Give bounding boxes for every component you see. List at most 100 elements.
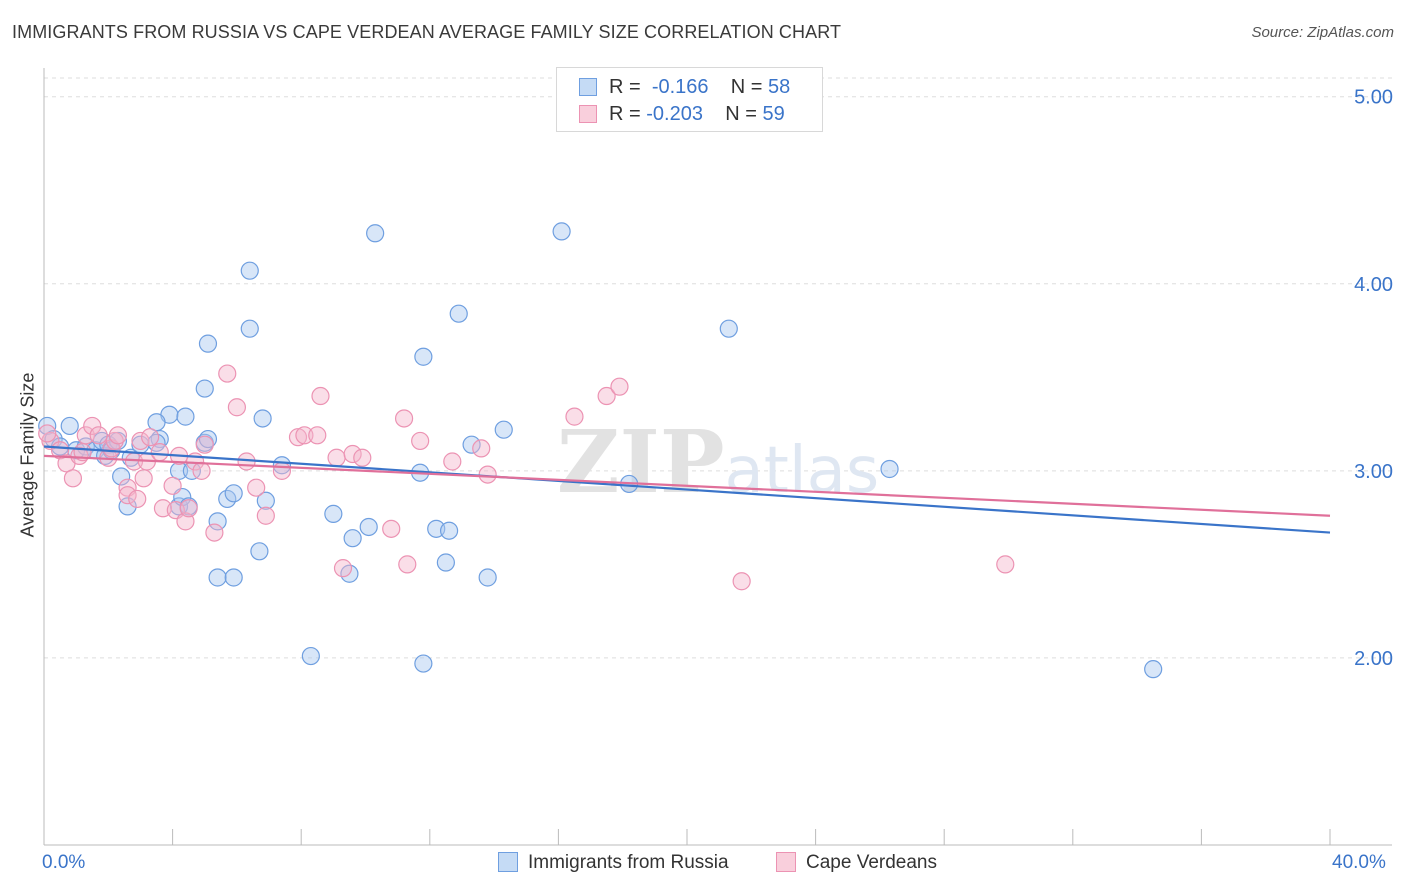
russia-point-30 (198, 334, 218, 353)
cape-verdean-point-55 (996, 555, 1015, 574)
russia-point-33 (208, 568, 227, 587)
russia-point-44 (343, 529, 362, 548)
russia-point-46 (359, 517, 378, 537)
cape-verdean-point-43 (353, 448, 372, 467)
cape-verdean-point-51 (565, 407, 584, 426)
russia-point-48 (414, 654, 433, 673)
cape-verdean-point-42 (343, 444, 362, 464)
russia-point-54 (462, 435, 481, 454)
cape-verdean-point-1 (50, 441, 70, 460)
russia-point-55 (478, 568, 497, 587)
russia-point-35 (224, 568, 243, 587)
cape-verdean-point-30 (218, 364, 237, 383)
y-tick-label-3: 5.00 (1354, 87, 1393, 109)
legend-r-label-2: R = (609, 103, 641, 125)
legend-n-label-1: N = (730, 76, 763, 98)
cape-verdean-point-52 (597, 386, 616, 406)
cape-verdean-point-25 (179, 499, 198, 518)
cape-verdean-point-41 (333, 559, 353, 578)
source-label: Source: ZipAtlas.com (1251, 24, 1394, 41)
russia-point-18 (147, 413, 166, 432)
cape-verdean-point-57 (128, 489, 147, 509)
x-tick-label-min: 0.0% (42, 852, 86, 873)
legend-swatch-blue (579, 78, 597, 96)
legend-r-value-1: -0.166 (651, 76, 709, 98)
bottom-legend-cape-verdeans: Cape Verdeans (776, 852, 937, 874)
bottom-legend-russia: Immigrants from Russia (498, 852, 729, 874)
russia-point-0 (38, 416, 57, 436)
y-axis-title: Average Family Size (17, 372, 38, 538)
cape-verdean-trend-line (43, 454, 1331, 517)
russia-point-19 (176, 407, 195, 426)
russia-point-3 (60, 416, 79, 436)
russia-point-57 (552, 222, 571, 241)
cape-verdean-point-38 (308, 426, 327, 445)
watermark: ZIPatlas (557, 412, 879, 513)
cape-verdean-point-6 (83, 416, 102, 436)
bottom-legend-label-cape-verdeans: Cape Verdeans (806, 852, 937, 873)
russia-point-40 (272, 456, 292, 475)
russia-point-53 (449, 304, 468, 323)
russia-point-36 (253, 409, 272, 428)
legend-row-russia: R = -0.166 N = 58 (579, 76, 790, 100)
cape-verdean-point-47 (411, 431, 430, 451)
cape-verdean-point-53 (610, 377, 629, 396)
cape-verdean-point-10 (105, 431, 124, 451)
russia-point-38 (250, 542, 269, 561)
russia-point-27 (198, 429, 218, 449)
cape-verdean-point-33 (247, 478, 266, 497)
russia-point-61 (1144, 660, 1163, 679)
legend-row-cape-verdeans: R = -0.203 N = 59 (579, 103, 785, 127)
legend-n-value-1: 58 (768, 76, 791, 98)
cape-verdean-point-46 (398, 555, 417, 574)
y-tick-label-0: 2.00 (1354, 648, 1393, 670)
cape-verdean-point-27 (192, 461, 211, 480)
cape-verdean-point-56 (38, 424, 57, 443)
cape-verdean-point-16 (134, 469, 153, 488)
cape-verdean-point-34 (256, 506, 275, 525)
cape-verdean-point-37 (295, 426, 314, 445)
cape-verdean-point-48 (443, 452, 462, 471)
cape-verdean-point-35 (272, 461, 292, 480)
russia-point-59 (719, 319, 738, 338)
russia-point-39 (256, 491, 275, 510)
cape-verdean-point-36 (288, 428, 308, 447)
legend-n-label-2: N = (725, 103, 757, 125)
legend-r-value-2: -0.203 (646, 103, 703, 125)
cape-verdean-point-7 (89, 426, 108, 445)
russia-point-52 (436, 553, 455, 572)
x-tick-label-max: 40.0% (1332, 852, 1386, 873)
bottom-legend-swatch-blue (498, 852, 518, 872)
russia-point-41 (301, 646, 320, 666)
cape-verdean-point-39 (311, 386, 330, 406)
russia-point-51 (439, 521, 459, 540)
cape-verdean-point-11 (108, 426, 128, 445)
cape-verdean-point-19 (150, 443, 169, 462)
cape-verdean-point-49 (472, 439, 491, 458)
cape-verdean-point-28 (195, 435, 214, 454)
russia-point-49 (414, 347, 433, 366)
cape-verdean-point-18 (140, 428, 160, 447)
legend-swatch-pink (579, 105, 597, 123)
cape-verdean-point-54 (732, 572, 751, 591)
cape-verdean-point-45 (394, 409, 414, 428)
cape-verdean-point-31 (227, 398, 246, 417)
russia-point-12 (112, 467, 131, 486)
cape-verdean-point-44 (382, 519, 401, 538)
legend-r-label-1: R = (609, 76, 641, 98)
russia-point-32 (224, 484, 243, 503)
y-tick-label-1: 3.00 (1354, 461, 1393, 483)
russia-point-42 (324, 504, 343, 523)
russia-point-37 (240, 261, 259, 280)
russia-point-60 (880, 459, 899, 479)
cape-verdean-point-40 (327, 448, 346, 467)
russia-point-56 (494, 420, 513, 439)
legend-n-value-2: 59 (762, 103, 785, 125)
russia-point-29 (208, 512, 227, 531)
russia-trend-line (43, 445, 1331, 534)
cape-verdean-point-3 (63, 469, 83, 488)
russia-point-45 (366, 224, 385, 243)
cape-verdean-point-15 (131, 431, 150, 451)
cape-verdean-point-13 (118, 486, 137, 505)
